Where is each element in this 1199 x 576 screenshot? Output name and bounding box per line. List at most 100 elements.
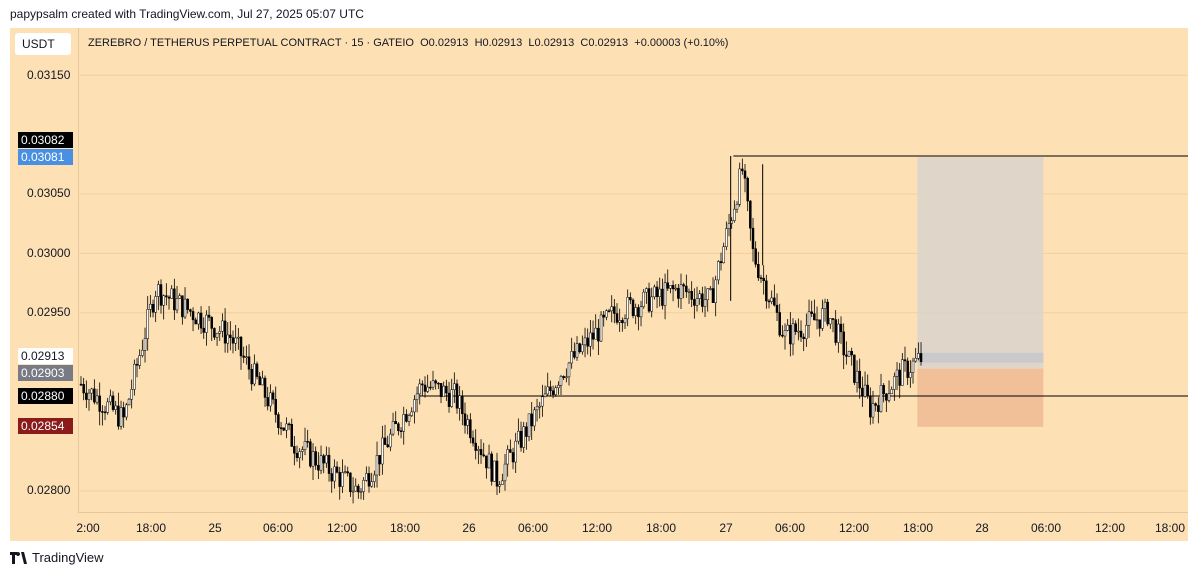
candle-body — [653, 286, 656, 298]
candle-body — [405, 414, 408, 422]
candle-body — [234, 337, 237, 344]
price-tick: 0.03150 — [27, 68, 71, 82]
candle-body — [655, 286, 659, 297]
price-axis[interactable]: USDT 0.03150 0.03050 0.03000 0.02950 0.0… — [10, 28, 79, 512]
candle-body — [429, 386, 432, 389]
candle-body — [303, 441, 307, 450]
candle-body — [543, 393, 547, 398]
candle-body — [309, 441, 312, 467]
candle-body — [874, 403, 877, 406]
candle-body — [127, 398, 131, 406]
candle-body — [703, 299, 707, 307]
candle-body — [141, 350, 144, 356]
candle-body — [525, 426, 528, 437]
price-tick: 0.03000 — [27, 246, 71, 260]
candle-body — [573, 351, 576, 358]
candle-body — [287, 423, 291, 426]
candle-body — [551, 390, 555, 395]
candle-body — [498, 484, 501, 487]
candle-body — [135, 363, 139, 366]
time-tick: 18:00 — [902, 521, 934, 535]
candle-body — [821, 308, 824, 329]
candle-body — [293, 446, 296, 454]
candle-body — [506, 449, 509, 465]
candle-body — [906, 360, 909, 378]
candle-body — [458, 395, 461, 409]
candle-body — [781, 334, 784, 337]
candle-body — [399, 430, 403, 432]
time-tick: 28 — [975, 521, 989, 535]
candle-body — [751, 227, 755, 249]
candle-body — [119, 407, 123, 427]
candle-body — [495, 460, 499, 487]
candle-body — [567, 362, 571, 378]
entry-band — [917, 352, 1044, 363]
candle-body — [650, 296, 653, 312]
time-tick: 06:00 — [517, 521, 549, 535]
candle-body — [434, 380, 437, 384]
candle-body — [861, 387, 864, 397]
candle-body — [605, 310, 608, 318]
candle-body — [701, 293, 704, 307]
stop-zone — [917, 368, 1044, 427]
price-badge-support: 0.02880 — [18, 388, 73, 404]
chart-frame[interactable]: USDT 0.03150 0.03050 0.03000 0.02950 0.0… — [10, 28, 1188, 541]
candle-body — [858, 370, 861, 389]
price-tick: 0.03050 — [27, 186, 71, 200]
tradingview-logo-icon — [10, 551, 27, 564]
candle-body — [810, 311, 813, 314]
candle-body — [597, 327, 600, 342]
candle-body — [378, 455, 381, 465]
candle-body — [559, 376, 563, 386]
candle-body — [133, 363, 136, 390]
candle-body — [493, 460, 496, 482]
candle-body — [229, 334, 232, 338]
candle-body — [578, 343, 581, 353]
candle-body — [549, 386, 552, 391]
brand-label: TradingView — [32, 550, 104, 565]
candle-body — [317, 464, 320, 471]
candle-body — [831, 318, 835, 320]
candle-body — [586, 337, 589, 347]
candle-body — [898, 369, 901, 386]
candle-body — [95, 395, 99, 403]
candle-body — [466, 419, 469, 426]
candle-body — [757, 264, 760, 278]
time-axis[interactable]: 2:00 18:00 25 06:00 12:00 18:00 26 06:00… — [76, 512, 1188, 542]
candle-body — [823, 301, 827, 309]
candle-body — [221, 320, 224, 332]
candle-body — [749, 200, 752, 229]
candle-body — [855, 370, 859, 383]
candle-body — [325, 454, 328, 464]
candle-body — [357, 485, 360, 493]
candle-body — [914, 358, 917, 362]
candle-body — [431, 380, 435, 388]
candle-body — [557, 384, 560, 388]
candle-body — [725, 228, 728, 247]
candle-body — [189, 309, 192, 312]
candle-body — [343, 471, 347, 473]
candle-body — [461, 395, 464, 415]
price-tick: 0.02800 — [27, 483, 71, 497]
candle-body — [509, 449, 512, 453]
price-badge-last: 0.02913 — [18, 348, 73, 364]
candle-body — [322, 455, 325, 464]
candle-body — [290, 423, 293, 447]
candle-body — [850, 350, 853, 356]
price-plot[interactable] — [78, 28, 1188, 512]
candle-body — [677, 287, 680, 299]
candle-body — [463, 413, 467, 426]
candle-body — [485, 455, 488, 469]
candle-body — [805, 324, 808, 339]
candle-body — [765, 280, 768, 302]
candle-body — [418, 383, 421, 395]
candle-body — [517, 430, 520, 442]
price-badge-stop: 0.02854 — [18, 418, 73, 434]
candle-body — [615, 313, 619, 323]
currency-selector[interactable]: USDT — [15, 33, 71, 55]
candle-body — [210, 317, 213, 329]
tradingview-logo[interactable]: TradingView — [10, 550, 104, 565]
candle-body — [170, 288, 173, 299]
target-zone — [917, 157, 1044, 369]
candle-body — [871, 403, 875, 418]
